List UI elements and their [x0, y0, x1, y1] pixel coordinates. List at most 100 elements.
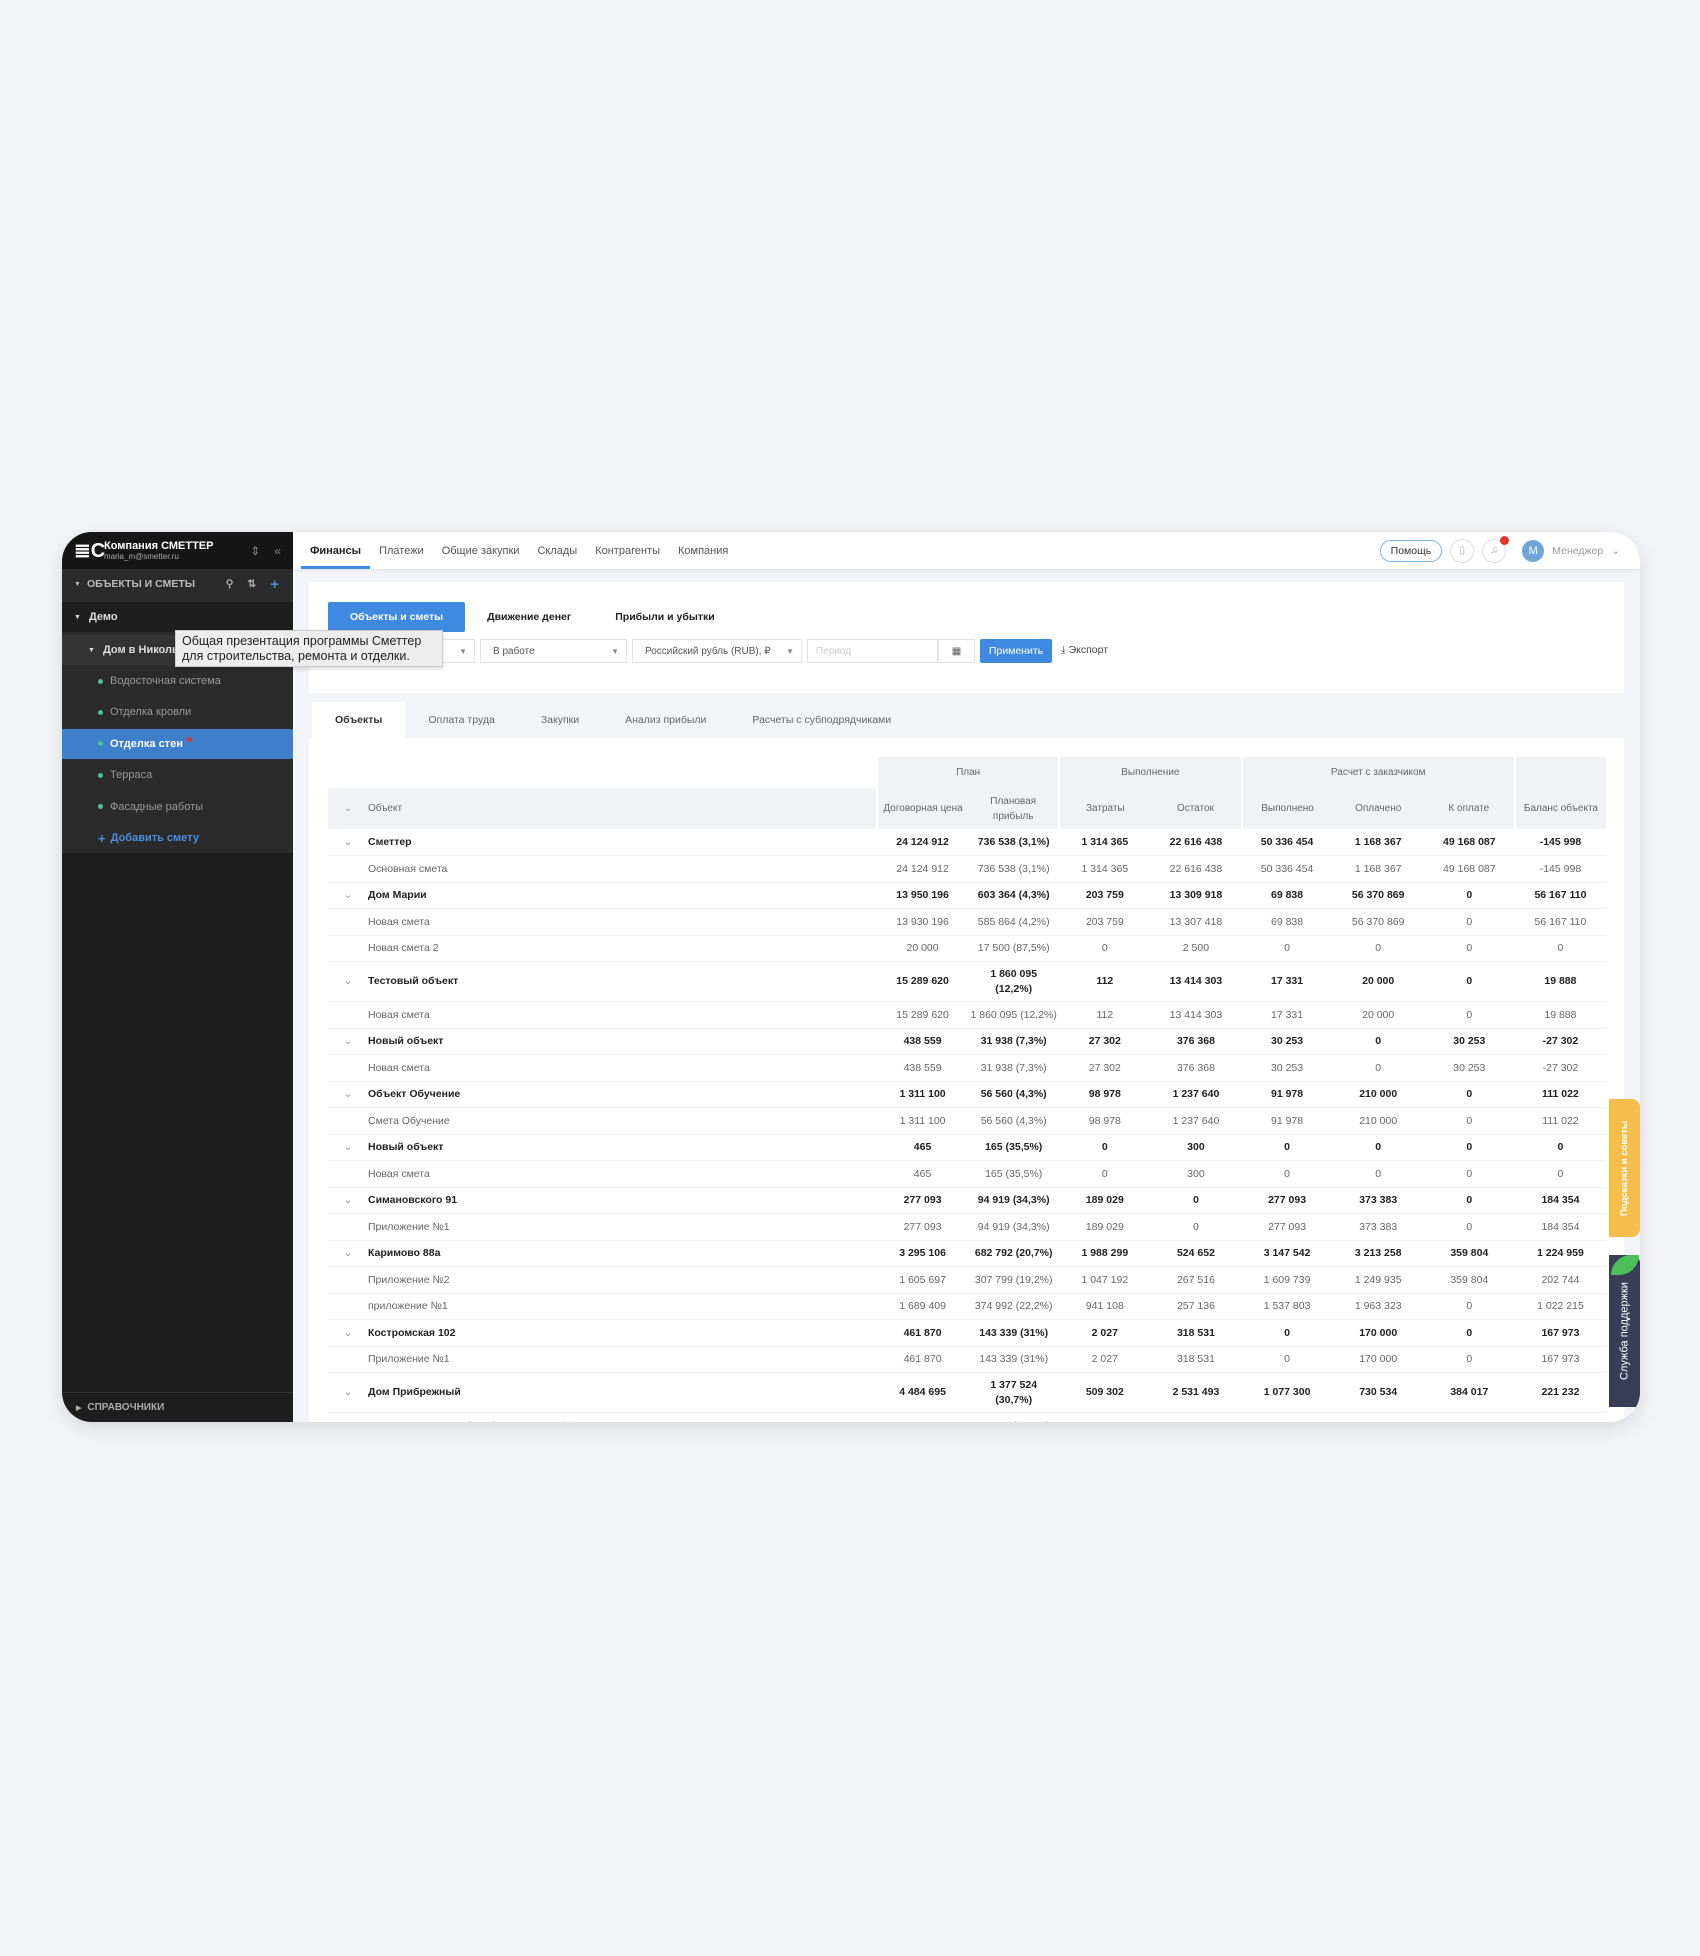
value-cell: 277 093 [877, 1187, 969, 1214]
filter-icon[interactable]: ⇅ [247, 578, 257, 590]
estimate-row[interactable]: Приложение №1 277 093 94 919 (34,3%) 189 02… [328, 1213, 1606, 1241]
cell-value: -118 900 [1540, 1420, 1581, 1422]
chevron-down-icon[interactable]: ⌄ [343, 1035, 353, 1048]
sidebar-item[interactable]: Фасадные работы [62, 792, 293, 822]
object-row[interactable]: ⌄ Объект Обучение 1 311 100 56 560 (4,3%) 98… [328, 1081, 1606, 1108]
object-row[interactable]: ⌄ Новый объект 465 165 (35,5%) 0 300 0 0 0 0 [328, 1134, 1606, 1161]
subtab[interactable]: Расчеты с субподрядчиками [752, 714, 892, 726]
help-button[interactable]: Помощь [1379, 539, 1443, 562]
tips-widget[interactable]: Подсказки и советы [1609, 1099, 1640, 1237]
company-switcher[interactable]: ≣C Компания СМЕТТЕР maria_m@smetter.ru ⇕… [62, 532, 293, 569]
column-header[interactable]: Выполнено [1240, 788, 1333, 829]
chevron-down-icon[interactable]: ⌄ [343, 1088, 353, 1101]
object-row[interactable]: ⌄ Симановского 91 277 093 94 919 (34,3%) 189… [328, 1187, 1606, 1214]
value-cell: 112 [1059, 1001, 1151, 1029]
currency-select[interactable]: Российский рубль (RUB), ₽ ▼ [632, 639, 802, 663]
nav-tab[interactable]: Финансы [301, 532, 371, 569]
sidebar-item[interactable]: Терраса [62, 760, 293, 790]
cell-value: 170 000 [1359, 1326, 1398, 1339]
object-row[interactable]: ⌄ Сметтер 24 124 912 736 538 (3,1%) 1 314 36… [328, 829, 1606, 856]
mobile-icon[interactable]: ▯ [1450, 538, 1475, 563]
object-row[interactable]: ⌄ Новый объект 438 559 31 938 (7,3%) 27 302 3… [328, 1028, 1606, 1055]
value-cell: 49 168 087 [1423, 829, 1515, 856]
avatar[interactable]: М [1522, 539, 1545, 562]
tooltip-line: Общая презентация программы Сметтер [182, 634, 422, 648]
chevron-down-icon[interactable]: ⌄ [343, 1247, 353, 1260]
estimate-row[interactable]: приложение №1 1 689 409 374 992 (22,2%) 941… [328, 1293, 1606, 1320]
column-header[interactable]: Оплачено [1332, 788, 1424, 829]
column-header[interactable]: ⌄ Объект [328, 788, 877, 829]
estimate-row[interactable]: Приложение №2 1 605 697 307 799 (19,2%) 1 0… [328, 1266, 1606, 1294]
sidebar-item[interactable]: Отделка кровли [62, 697, 293, 727]
value-cell: 19 888 [1514, 961, 1606, 1002]
estimate-row[interactable]: Приложение №1 461 870 143 339 (31%) 2 027 31… [328, 1346, 1606, 1373]
calendar-icon[interactable]: ▦ [938, 639, 975, 663]
estimate-row[interactable]: Новая смета 2 20 000 17 500 (87,5%) 0 2 500 0… [328, 935, 1606, 962]
bell-icon[interactable]: ♫ [1482, 535, 1510, 563]
object-row[interactable]: ⌄ Каримово 88а 3 295 106 682 792 (20,7%) 1 9… [328, 1240, 1606, 1267]
column-header[interactable]: К оплате [1423, 788, 1515, 829]
value-cell: 257 136 [1150, 1293, 1242, 1320]
column-header[interactable]: Плановая прибыль [968, 788, 1060, 829]
value-cell: 111 022 [1514, 1081, 1606, 1108]
object-row[interactable]: ⌄ Дом Марии 13 950 196 603 364 (4,3%) 203 75… [328, 882, 1606, 909]
export-button[interactable]: ⤓ Экспорт [1061, 644, 1108, 657]
column-header[interactable]: Остаток [1150, 788, 1242, 829]
status-select[interactable]: В работе ▼ [480, 639, 627, 663]
estimate-row[interactable]: Основная смета 24 124 912 736 538 (3,1%) 1 … [328, 855, 1606, 883]
tree-group-demo[interactable]: ▼ Демо [62, 602, 293, 632]
chevron-down-icon[interactable]: ⌄ [343, 975, 353, 987]
nav-tab[interactable]: Контрагенты [595, 544, 660, 557]
chevron-down-icon[interactable]: ⌄ [343, 1194, 353, 1207]
value-cell: 165 (35,5%) [968, 1134, 1060, 1161]
add-estimate-link[interactable]: + Добавить смету [62, 823, 293, 853]
chevron-down-icon[interactable]: ⌄ [343, 803, 353, 814]
column-header[interactable]: Договорная цена [875, 788, 969, 829]
estimate-row[interactable]: Новая смета 15 289 620 1 860 095 (12,2%) 11… [328, 1001, 1606, 1029]
object-row[interactable]: ⌄ Дом Прибрежный 4 484 695 1 377 524 (30,7%… [328, 1372, 1606, 1413]
add-icon[interactable]: + [270, 575, 279, 593]
object-name-cell: Приложение №1 [328, 1213, 877, 1241]
estimate-row[interactable]: Новая смета 438 559 31 938 (7,3%) 27 302 376… [328, 1054, 1606, 1082]
period-input[interactable]: Период [807, 639, 938, 663]
chevron-down-icon[interactable]: ⌄ [343, 1386, 353, 1398]
cell-value: 0 [1284, 942, 1290, 955]
nav-tab[interactable]: Общие закупки [441, 544, 520, 557]
chevron-down-icon[interactable]: ⌄ [343, 836, 353, 848]
search-icon[interactable]: ⚲ [225, 578, 234, 590]
chevron-down-icon[interactable]: ⌄ [343, 1326, 353, 1339]
collapse-sidebar-icon[interactable]: « [274, 543, 281, 558]
estimate-row[interactable]: Смета Обучение 1 311 100 56 560 (4,3%) 98 9… [328, 1107, 1606, 1135]
subtab[interactable]: Анализ прибыли [625, 714, 707, 726]
subtab[interactable]: Объекты [312, 702, 406, 738]
estimate-row[interactable]: Новая смета 13 930 196 585 864 (4,2%) 203 7… [328, 908, 1606, 936]
support-widget[interactable]: Служба поддержки [1609, 1255, 1640, 1407]
cell-value: 184 354 [1541, 1220, 1580, 1233]
chevron-down-icon[interactable]: ⌄ [343, 889, 353, 902]
column-header[interactable]: Затраты [1058, 788, 1151, 829]
user-role[interactable]: Менеджер [1552, 544, 1604, 557]
subtab[interactable]: Закупки [540, 714, 580, 726]
apply-button[interactable]: Применить [980, 639, 1052, 663]
estimate-row[interactable]: Новая смета 465 165 (35,5%) 0 300 0 0 0 0 [328, 1160, 1606, 1188]
nav-tab[interactable]: Платежи [379, 544, 424, 557]
sidebar-item[interactable]: Отделка стен [62, 728, 293, 759]
subtab[interactable]: Оплата труда [428, 714, 495, 726]
sidebar-item[interactable]: Водосточная система [62, 666, 293, 696]
finance-tab[interactable]: Движение денег [487, 611, 572, 623]
finance-tab[interactable]: Прибыли и убытки [615, 611, 715, 623]
object-row[interactable]: ⌄ Тестовый объект 15 289 620 1 860 095 (12,… [328, 961, 1606, 1002]
value-cell: 1 377 524 (30,7%) [968, 1372, 1060, 1413]
section-references[interactable]: ▶ СПРАВОЧНИКИ [62, 1392, 293, 1422]
section-objects[interactable]: ▼ ОБЪЕКТЫ И СМЕТЫ ⚲ ⇅ + [62, 569, 293, 599]
nav-tab[interactable]: Компания [677, 544, 729, 557]
finance-tab[interactable]: Объекты и сметы [328, 602, 466, 632]
object-row[interactable]: ⌄ Костромская 102 461 870 143 339 (31%) 2 02… [328, 1319, 1606, 1347]
value-cell: 1 860 095 (12,2%) [968, 961, 1060, 1002]
chevron-down-icon[interactable]: ⌄ [1611, 544, 1620, 557]
chevron-down-icon[interactable]: ⌄ [343, 1141, 353, 1154]
column-header[interactable]: Баланс объекта [1513, 788, 1606, 829]
nav-tab[interactable]: Склады [537, 544, 578, 557]
chevron-updown-icon[interactable]: ⇕ [250, 543, 261, 558]
estimate-row[interactable]: Дополнительные работы | Приложение №1 149… [328, 1412, 1606, 1422]
